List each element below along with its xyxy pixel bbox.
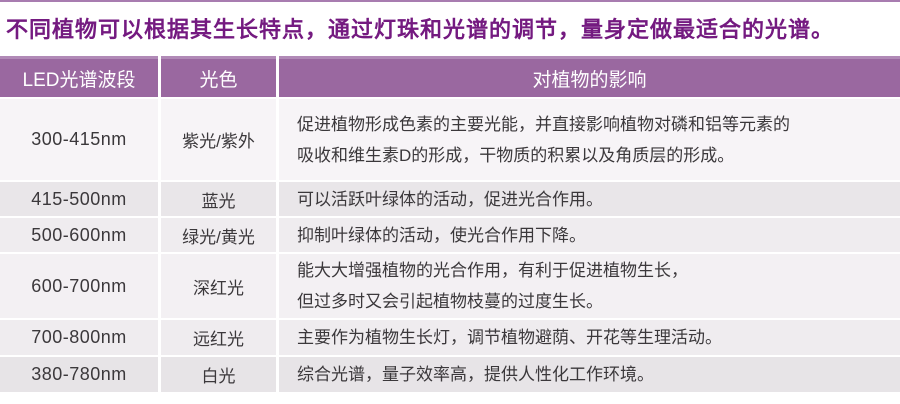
effect-cell: 抑制叶绿体的活动，使光合作用下降。 [279, 218, 900, 252]
top-divider-line [0, 0, 900, 2]
band-cell: 380-780nm [0, 357, 158, 392]
light-color-cell: 白光 [161, 357, 276, 392]
band-cell: 600-700nm [0, 254, 158, 318]
column-header-light-color: 光色 [161, 56, 276, 97]
band-cell: 700-800nm [0, 320, 158, 355]
page-title: 不同植物可以根据其生长特点，通过灯珠和光谱的调节，量身定做最适合的光谱。 [6, 17, 835, 42]
light-color-cell: 紫光/紫外 [161, 99, 276, 180]
band-cell: 415-500nm [0, 182, 158, 216]
effect-cell: 能大大增强植物的光合作用，有利于促进植物生长， 但过多时又会引起植物枝蔓的过度生… [279, 254, 900, 318]
effect-cell: 促进植物形成色素的主要光能，并直接影响植物对磷和铝等元素的 吸收和维生素D的形成… [279, 99, 900, 180]
intro-title-row: 不同植物可以根据其生长特点，通过灯珠和光谱的调节，量身定做最适合的光谱。 [0, 2, 900, 54]
column-header-effect: 对植物的影响 [279, 56, 900, 97]
light-color-cell: 绿光/黄光 [161, 218, 276, 252]
spectrum-effects-table: LED光谱波段 光色 对植物的影响 300-415nm 紫光/紫外 促进植物形成… [0, 56, 900, 392]
light-color-cell: 深红光 [161, 254, 276, 318]
effect-cell: 可以活跃叶绿体的活动，促进光合作用。 [279, 182, 900, 216]
band-cell: 300-415nm [0, 99, 158, 180]
light-color-cell: 远红光 [161, 320, 276, 355]
light-color-cell: 蓝光 [161, 182, 276, 216]
effect-cell: 综合光谱，量子效率高，提供人性化工作环境。 [279, 357, 900, 392]
effect-cell: 主要作为植物生长灯，调节植物避荫、开花等生理活动。 [279, 320, 900, 355]
column-header-band: LED光谱波段 [0, 56, 158, 97]
band-cell: 500-600nm [0, 218, 158, 252]
